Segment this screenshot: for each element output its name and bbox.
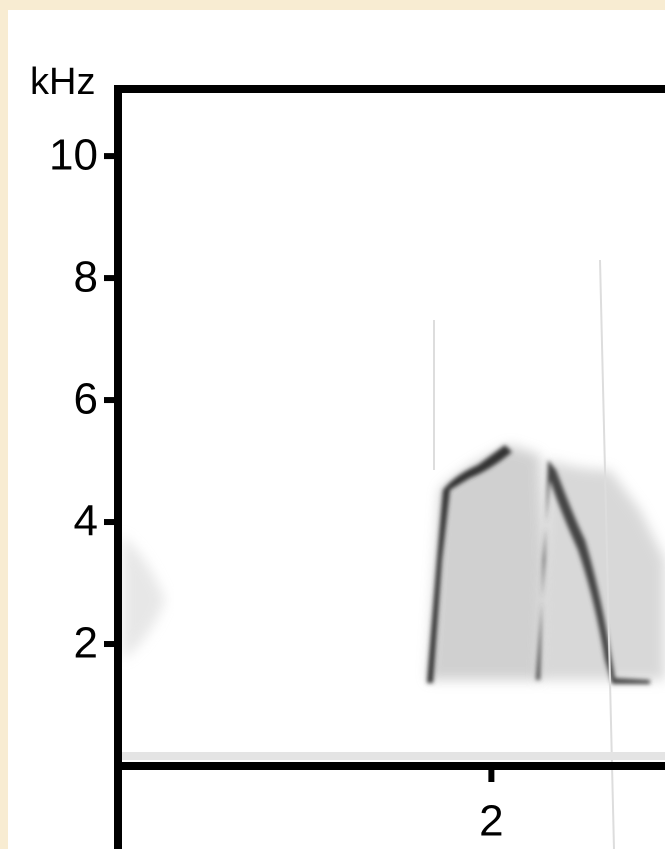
x-tick-label: 2 [479, 797, 503, 846]
chart: kHz 2 4 6 8 10 2 [0, 0, 665, 849]
y-tick-label: 2 [74, 619, 98, 668]
y-tick-label: 4 [74, 497, 98, 546]
y-axis-label: kHz [30, 61, 95, 103]
y-tick-label: 6 [74, 375, 98, 424]
y-tick-label: 8 [74, 253, 98, 302]
y-tick-label: 10 [49, 131, 98, 180]
page: kHz 2468102 (() => { const data = JSON.p… [0, 0, 665, 849]
panel [8, 10, 665, 849]
